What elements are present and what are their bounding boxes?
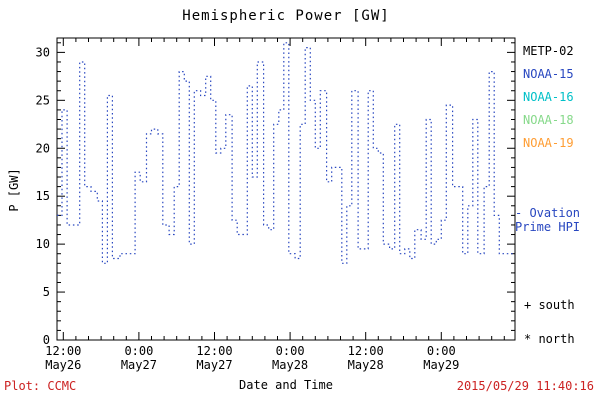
legend-item-2: NOAA-16: [523, 90, 574, 104]
y-tick-label: 15: [36, 189, 50, 203]
x-tick-date-label: May29: [423, 358, 459, 372]
axes-box: [56, 37, 516, 341]
south-marker-label: + south: [524, 298, 575, 312]
x-tick-time-label: 12:00: [348, 344, 384, 358]
y-tick-label: 5: [43, 285, 50, 299]
timestamp-stamp: 2015/05/29 11:40:16: [456, 379, 594, 393]
x-tick-date-label: May27: [121, 358, 157, 372]
y-tick-label: 20: [36, 141, 50, 155]
x-tick-time-label: 12:00: [196, 344, 232, 358]
legend-item-4: NOAA-19: [523, 136, 574, 150]
ovation-prime-hpi-label: - Ovation Prime HPI: [515, 206, 580, 234]
legend-item-0: METP-02: [523, 44, 574, 58]
x-tick-date-label: May26: [45, 358, 81, 372]
y-tick-label: 0: [43, 333, 50, 347]
x-axis-label: Date and Time: [239, 378, 333, 392]
x-tick-time-label: 12:00: [45, 344, 81, 358]
y-tick-label: 10: [36, 237, 50, 251]
x-tick-time-label: 0:00: [427, 344, 456, 358]
x-tick-date-label: May28: [348, 358, 384, 372]
x-tick-date-label: May27: [196, 358, 232, 372]
hpi-step-line: [57, 42, 515, 264]
legend-item-3: NOAA-18: [523, 113, 574, 127]
x-tick-date-label: May28: [272, 358, 308, 372]
ovation-line-2: Prime HPI: [515, 220, 581, 234]
x-tick-time-label: 0:00: [124, 344, 153, 358]
satellite-legend: METP-02 NOAA-15 NOAA-16 NOAA-18 NOAA-19: [523, 44, 574, 159]
y-tick-label: 30: [36, 45, 50, 59]
plot-source-stamp: Plot: CCMC: [4, 379, 77, 393]
ovation-line-1: - Ovation: [515, 206, 581, 220]
legend-item-1: NOAA-15: [523, 67, 574, 81]
y-tick-label: 25: [36, 93, 50, 107]
x-tick-time-label: 0:00: [276, 344, 305, 358]
chart-title: Hemispheric Power [GW]: [182, 8, 390, 24]
north-marker-label: * north: [524, 332, 575, 346]
